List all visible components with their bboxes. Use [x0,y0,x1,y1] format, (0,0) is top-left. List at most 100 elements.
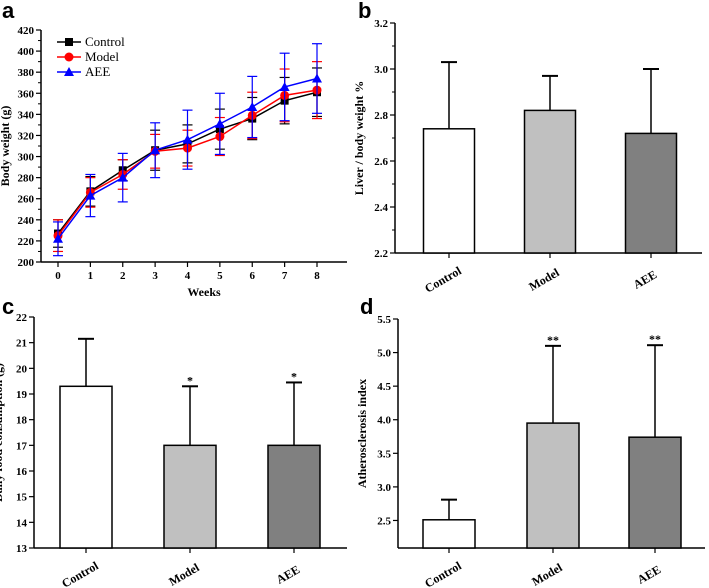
panel-c-bar-chart: c 13 14 15 16 17 18 19 20 21 22 Daily food consumpt… [0,294,347,588]
x-tick-label: Model [529,560,565,588]
data-point-triangle [182,134,193,144]
y-tick-label: 260 [18,194,35,206]
x-tick-label: AEE [274,562,302,586]
y-tick-label: 2.5 [377,515,391,527]
x-tick-label: AEE [635,562,663,586]
x-tick-label: AEE [631,267,659,291]
data-point-triangle [53,233,63,243]
series-aee [53,43,322,257]
y-tick-label: 5.5 [377,314,391,326]
y-tick-label: 380 [18,67,35,79]
x-tick-label: 0 [55,270,61,282]
y-tick-label: 360 [18,88,35,100]
bar [624,132,678,254]
legend-label: Model [85,49,119,64]
x-tick-label: Model [166,560,202,588]
y-tick-label: 13 [16,543,28,555]
y-tick-label: 2.8 [374,110,388,122]
panel-label-c: c [2,294,14,319]
y-tick-label: 3.2 [374,18,388,30]
bar-aee: AEE [624,68,678,292]
y-tick-label: 3.0 [377,482,391,494]
data-point-triangle [117,172,128,182]
bar-control: Control [59,337,113,588]
y-tick-label: 340 [18,109,35,121]
y-axis-label: Body weight (g) [0,106,12,187]
significance-marker: * [291,369,297,383]
bar-control: Control [422,498,476,588]
y-axis-label: Atherosclerosis index [355,379,369,488]
y-tick-label: 14 [16,517,28,529]
data-point-triangle [85,190,96,200]
y-tick-label: 21 [16,338,27,350]
y-tick-label: 17 [16,440,28,452]
y-tick-label: 4.5 [377,381,391,393]
y-tick-label: 18 [16,415,28,427]
y-tick-label: 220 [18,236,35,248]
significance-marker: ** [649,332,661,346]
x-tick-label: 2 [120,270,126,282]
x-tick-label: 1 [88,270,94,282]
legend-marker-square [65,38,73,46]
y-tick-label: 16 [16,466,28,478]
y-axis-label: Daily food consumption (g) [0,363,5,502]
data-point-triangle [279,81,290,91]
data-point-triangle [150,145,161,155]
y-axis-label: Liver / body weight % [352,81,366,195]
y-tick-label: 20 [16,363,28,375]
x-tick-label: Control [422,263,464,295]
y-tick-label: 2.4 [374,202,388,214]
x-tick-label: 7 [282,270,288,282]
panel-label-b: b [358,0,371,23]
bar-model: Model * [163,373,217,588]
bar [59,385,113,549]
data-point-triangle [247,101,258,111]
panel-a-line-chart: a200220240260280300320340360380400420Bod… [0,0,347,299]
y-tick-label: 2.2 [374,248,388,260]
y-tick-label: 2.6 [374,156,388,168]
significance-marker: * [187,373,193,387]
x-axis-label: Weeks [187,285,221,299]
bar [422,519,476,549]
bar [628,436,682,549]
bar [267,444,321,549]
bar-aee: AEE * [267,369,321,587]
x-tick-label: 8 [314,270,320,282]
y-tick-label: 4.0 [377,415,391,427]
legend-marker-circle [64,52,74,62]
y-tick-label: 240 [18,215,35,227]
y-tick-label: 320 [18,130,35,142]
data-point-triangle [312,73,322,83]
y-tick-label: 280 [18,173,35,185]
legend-item: Control [57,34,125,49]
legend-item: Model [57,49,119,64]
legend-marker-triangle [64,67,74,76]
bar-aee: AEE ** [628,332,682,587]
x-tick-label: Control [422,558,464,588]
x-tick-label: Control [59,558,101,588]
y-tick-label: 19 [16,389,28,401]
y-tick-label: 3.0 [374,64,388,76]
significance-marker: ** [547,333,559,347]
panel-label-d: d [360,294,373,319]
bar [523,109,577,254]
x-tick-label: Model [526,265,562,294]
legend-label: Control [85,34,125,49]
y-tick-label: 400 [18,46,35,58]
panel-b-bar-chart: b 2.2 2.4 2.6 2.8 3.0 3.2 Liver / body weight %… [352,0,702,296]
x-tick-label: 3 [152,270,158,282]
data-point-triangle [214,118,225,128]
y-tick-label: 5.0 [377,348,391,360]
y-tick-label: 200 [18,257,35,269]
bar-model: Model [523,74,577,294]
legend-item: AEE [57,64,110,79]
x-tick-label: 5 [217,270,223,282]
y-tick-label: 420 [18,25,35,37]
legend-label: AEE [85,64,110,79]
y-tick-label: 3.5 [377,448,391,460]
bar [163,444,217,549]
panel-d-bar-chart: d 2.5 3.0 3.5 4.0 4.5 5.0 5.5 Atherosclerosis in… [355,294,705,588]
y-tick-label: 300 [18,152,35,164]
y-tick-label: 15 [16,492,28,504]
